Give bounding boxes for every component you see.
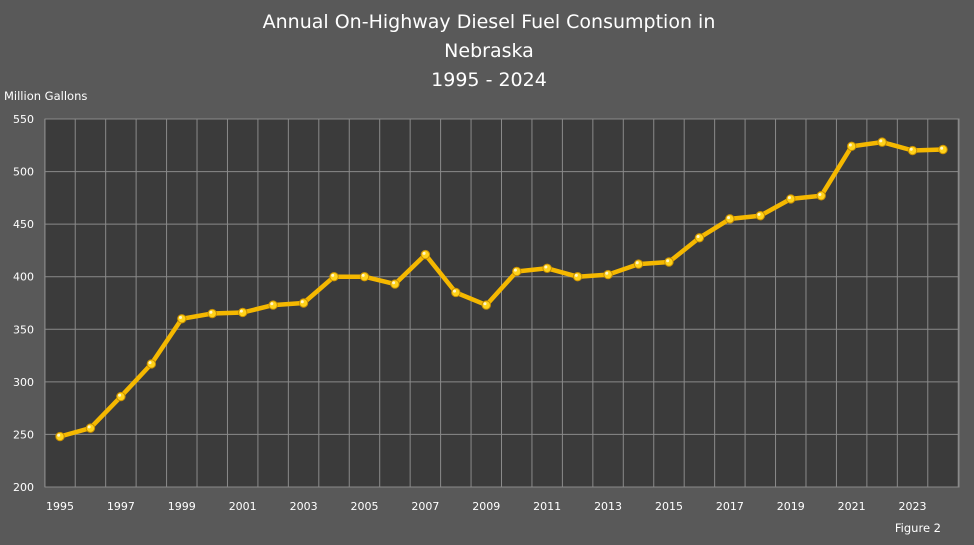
data-point-highlight [757, 212, 761, 216]
data-point [755, 211, 766, 221]
data-point [877, 137, 887, 147]
data-point [664, 257, 674, 267]
data-point-highlight [666, 259, 670, 263]
data-point [420, 249, 431, 260]
y-tick-labels: 200 250 300 350 400 450 500 550 [13, 113, 34, 494]
x-tick-label: 2011 [533, 500, 561, 513]
x-tick-label: 2001 [229, 500, 257, 513]
data-point-highlight [696, 235, 700, 239]
x-tick-label: 1999 [168, 500, 196, 513]
data-point [907, 145, 918, 156]
x-tick-label: 1997 [107, 500, 135, 513]
data-point-highlight [148, 361, 152, 365]
data-point-highlight [331, 273, 335, 277]
x-tick-label: 1995 [46, 500, 74, 513]
series-line [57, 139, 946, 439]
figure-label: Figure 2 [895, 521, 941, 535]
data-point-highlight [87, 425, 91, 429]
x-tick-label: 2013 [594, 500, 622, 513]
data-point-highlight [879, 139, 883, 143]
y-axis-title: Million Gallons [4, 89, 87, 103]
grid-lines [44, 118, 960, 488]
y-tick-label: 350 [13, 323, 34, 336]
data-point [451, 287, 461, 298]
data-point-highlight [392, 281, 396, 285]
chart-title-line-2: Nebraska [444, 40, 534, 62]
data-point [725, 214, 735, 224]
x-tick-label: 2021 [838, 500, 866, 513]
data-point-highlight [605, 271, 609, 275]
data-point-highlight [239, 309, 243, 313]
data-point [786, 194, 796, 204]
y-tick-label: 450 [13, 218, 34, 231]
chart-title-line-3: 1995 - 2024 [431, 69, 547, 91]
data-point [268, 300, 278, 310]
data-point [694, 233, 705, 243]
x-tick-label: 2007 [411, 500, 439, 513]
data-point [633, 259, 644, 269]
plot-border [44, 118, 960, 488]
data-point-highlight [361, 273, 365, 277]
x-tick-label: 2017 [716, 500, 744, 513]
y-tick-label: 300 [13, 376, 34, 389]
data-point [572, 272, 583, 282]
data-point-highlight [57, 433, 61, 437]
data-point [55, 431, 65, 442]
data-point [85, 423, 96, 433]
data-point-highlight [178, 315, 182, 319]
data-point [542, 263, 552, 274]
x-tick-label: 2005 [350, 500, 378, 513]
data-point [207, 308, 217, 319]
data-point-highlight [818, 192, 822, 196]
data-point [237, 307, 248, 318]
y-tick-label: 400 [13, 271, 34, 284]
data-point [359, 272, 370, 282]
x-tick-label: 2019 [777, 500, 805, 513]
data-points [55, 137, 948, 442]
data-point [298, 298, 309, 308]
data-point [390, 279, 400, 289]
chart-title-line-1: Annual On-Highway Diesel Fuel Consumptio… [263, 11, 716, 33]
data-point [481, 300, 491, 310]
data-point-highlight [787, 196, 791, 200]
x-tick-labels: 1995 1997 1999 2001 2003 2005 2007 2009 2011 2013… [46, 500, 927, 513]
data-point-highlight [727, 216, 731, 220]
data-point-highlight [118, 393, 122, 397]
data-point-highlight [422, 251, 426, 255]
y-tick-label: 500 [13, 166, 34, 179]
data-point-highlight [209, 310, 213, 314]
data-point [816, 191, 826, 201]
data-point-highlight [940, 146, 944, 150]
data-point-highlight [635, 261, 639, 265]
y-tick-label: 250 [13, 428, 34, 441]
data-point-highlight [270, 302, 274, 306]
data-point [938, 144, 948, 155]
data-point-highlight [848, 143, 852, 147]
data-point [116, 391, 126, 402]
y-tick-label: 200 [13, 481, 34, 494]
x-tick-label: 2015 [655, 500, 683, 513]
data-point-highlight [574, 273, 578, 277]
x-tick-label: 2003 [290, 500, 318, 513]
data-point-highlight [544, 265, 548, 269]
data-point [846, 141, 857, 152]
data-point-highlight [483, 302, 487, 306]
data-point-highlight [513, 268, 517, 272]
data-point-highlight [453, 289, 457, 293]
x-tick-label: 2009 [472, 500, 500, 513]
data-point-highlight [300, 300, 304, 304]
data-point [329, 272, 339, 282]
y-tick-label: 550 [13, 113, 34, 126]
data-point-highlight [909, 147, 913, 151]
x-tick-label: 2023 [899, 500, 927, 513]
data-point [512, 266, 522, 277]
data-point [146, 359, 157, 369]
data-point [177, 314, 187, 324]
data-point [603, 269, 613, 280]
